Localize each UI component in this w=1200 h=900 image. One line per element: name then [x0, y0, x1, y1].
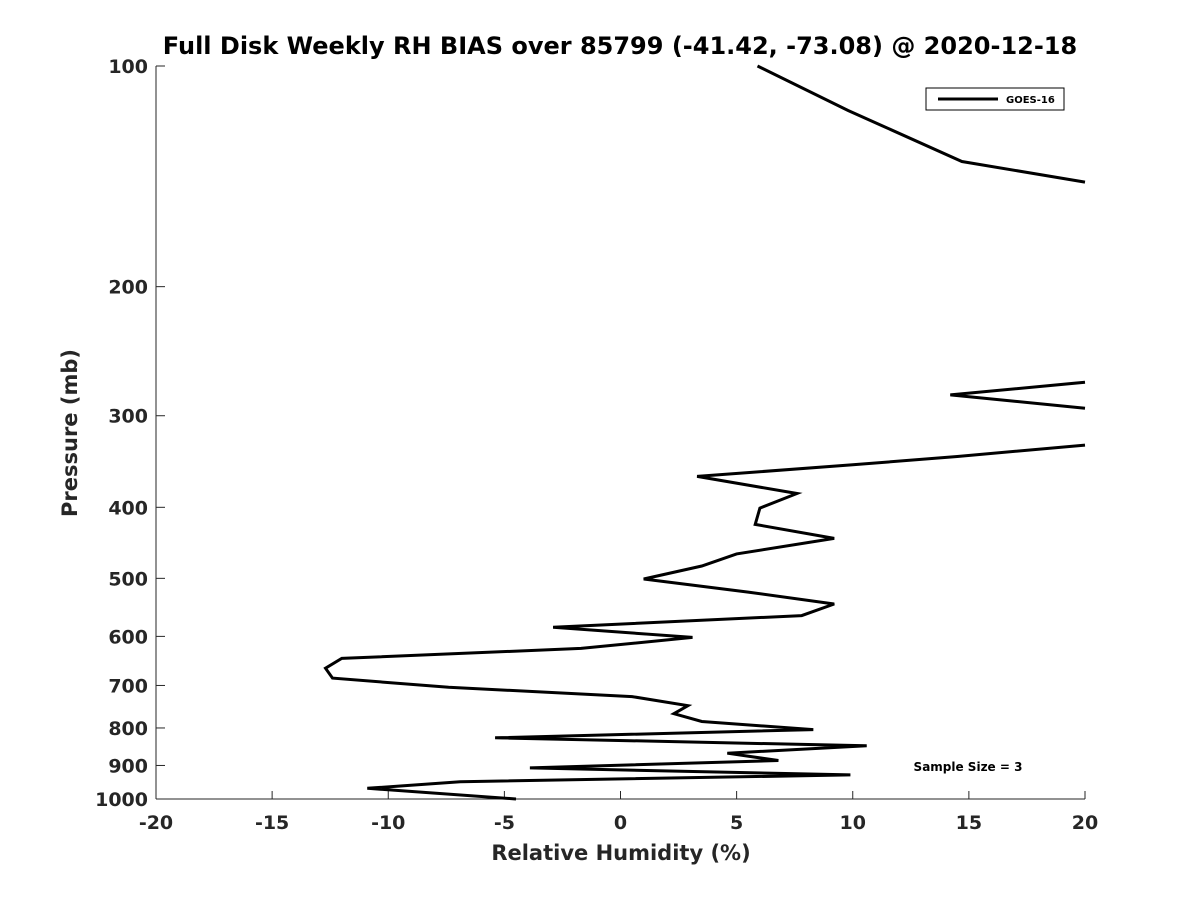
legend: GOES-16 [925, 87, 1065, 111]
y-axis-label: Pressure (mb) [58, 349, 82, 517]
x-tick-label: -20 [139, 812, 173, 834]
y-tick-label: 1000 [95, 789, 148, 811]
series-line-goes-16 [950, 380, 1086, 410]
x-tick-label: 0 [614, 812, 627, 834]
y-tick-label: 200 [108, 277, 148, 299]
y-tick-label: 100 [108, 56, 148, 78]
series-line-goes-16 [323, 443, 1086, 801]
series-line-goes-16 [756, 64, 1086, 184]
chart-title: Full Disk Weekly RH BIAS over 85799 (-41… [163, 32, 1077, 60]
series-layer [323, 64, 1086, 801]
x-tick-label: 5 [730, 812, 743, 834]
x-tick-label: -15 [255, 812, 289, 834]
x-tick-label: 15 [956, 812, 982, 834]
x-tick-label: -5 [494, 812, 515, 834]
x-axis-label: Relative Humidity (%) [491, 841, 750, 865]
sample-size-annotation: Sample Size = 3 [914, 760, 1023, 774]
x-tick-label: -10 [371, 812, 405, 834]
y-tick-label: 600 [108, 626, 148, 648]
x-tick-label: 10 [840, 812, 866, 834]
y-tick-label: 500 [108, 568, 148, 590]
y-tick-label: 900 [108, 755, 148, 777]
legend-label-goes-16: GOES-16 [1006, 95, 1055, 106]
y-tick-label: 400 [108, 497, 148, 519]
y-tick-label: 800 [108, 718, 148, 740]
y-tick-label: 700 [108, 675, 148, 697]
y-tick-label: 300 [108, 406, 148, 428]
axes: -20 -15 -10 -5 0 5 10 15 20 100 200 300 400 500 600 700… [95, 56, 1098, 834]
x-tick-label: 20 [1072, 812, 1098, 834]
